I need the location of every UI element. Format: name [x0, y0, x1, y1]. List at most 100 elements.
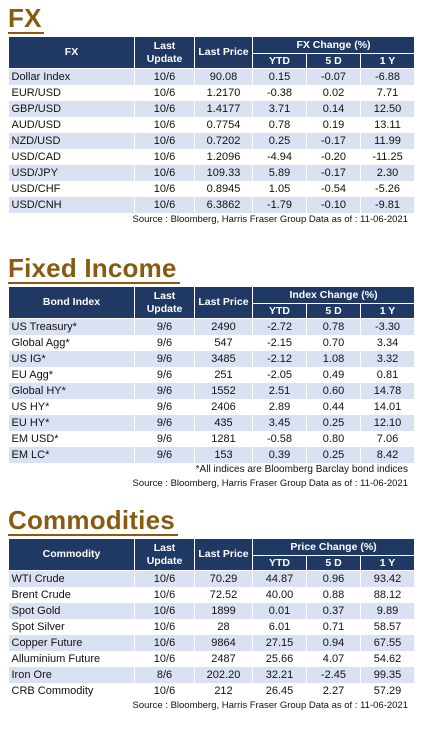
fx-header-last-update: Last Update	[134, 36, 195, 69]
cell-name: USD/CAD	[8, 149, 135, 165]
cell-5d: 0.96	[306, 570, 361, 587]
fixed-income-header-name: Bond Index	[8, 286, 135, 319]
cell-name: US Treasury*	[8, 318, 135, 335]
cell-name: Iron Ore	[8, 667, 135, 683]
fixed-income-table-row: EU HY* 9/6 435 3.45 0.25 12.10	[8, 415, 416, 431]
cell-5d: 0.02	[306, 85, 361, 101]
commodities-header-5d: 5 D	[306, 555, 361, 571]
cell-last-price: 1.2170	[194, 85, 253, 101]
commodities-header-ytd: YTD	[252, 555, 307, 571]
cell-last-update: 10/6	[134, 197, 195, 213]
cell-name: NZD/USD	[8, 133, 135, 149]
cell-last-update: 10/6	[134, 181, 195, 197]
cell-ytd: 40.00	[252, 587, 307, 603]
cell-5d: 0.25	[306, 447, 361, 463]
cell-name: Spot Silver	[8, 619, 135, 635]
cell-ytd: -2.15	[252, 335, 307, 351]
commodities-table-row: Spot Gold 10/6 1899 0.01 0.37 9.89	[8, 603, 416, 619]
cell-last-update: 10/6	[134, 603, 195, 619]
cell-1y: 58.57	[360, 619, 416, 635]
cell-last-update: 10/6	[134, 117, 195, 133]
cell-last-price: 70.29	[194, 570, 253, 587]
cell-ytd: 0.15	[252, 68, 307, 85]
cell-5d: -0.17	[306, 133, 361, 149]
cell-last-price: 202.20	[194, 667, 253, 683]
cell-1y: 3.32	[360, 351, 416, 367]
commodities-section: Commodities Commodity Last Update Last P…	[8, 505, 416, 712]
cell-5d: 4.07	[306, 651, 361, 667]
cell-name: WTI Crude	[8, 570, 135, 587]
fixed-income-title: Fixed Income	[8, 253, 414, 284]
commodities-table-row: Iron Ore 8/6 202.20 32.21 -2.45 99.35	[8, 667, 416, 683]
cell-last-price: 1281	[194, 431, 253, 447]
cell-5d: -0.07	[306, 68, 361, 85]
cell-ytd: -0.58	[252, 431, 307, 447]
cell-last-update: 10/6	[134, 133, 195, 149]
cell-5d: 0.37	[306, 603, 361, 619]
commodities-source: Source : Bloomberg, Harris Fraser Group …	[132, 700, 408, 711]
cell-last-price: 1.2096	[194, 149, 253, 165]
commodities-table-row: Spot Silver 10/6 28 6.01 0.71 58.57	[8, 619, 416, 635]
commodities-table-row: CRB Commodity 10/6 212 26.45 2.27 57.29	[8, 683, 416, 699]
cell-name: GBP/USD	[8, 101, 135, 117]
cell-1y: 0.81	[360, 367, 416, 383]
fixed-income-table-row: US Treasury* 9/6 2490 -2.72 0.78 -3.30	[8, 318, 416, 335]
cell-last-update: 10/6	[134, 587, 195, 603]
cell-name: US IG*	[8, 351, 135, 367]
fx-section: FX FX Last Update Last Price FX Change (…	[8, 3, 415, 226]
cell-5d: -0.54	[306, 181, 361, 197]
cell-ytd: -1.79	[252, 197, 307, 213]
cell-last-price: 28	[194, 619, 253, 635]
cell-1y: 14.78	[360, 383, 416, 399]
cell-ytd: 27.15	[252, 635, 307, 651]
commodities-title: Commodities	[8, 505, 414, 536]
fixed-income-section: Fixed Income Bond Index Last Update Last…	[8, 253, 416, 490]
cell-last-price: 2490	[194, 318, 253, 335]
cell-ytd: -4.94	[252, 149, 307, 165]
cell-1y: 67.55	[360, 635, 416, 651]
cell-name: Spot Gold	[8, 603, 135, 619]
cell-1y: 54.62	[360, 651, 416, 667]
cell-name: EM LC*	[8, 447, 135, 463]
cell-ytd: 2.51	[252, 383, 307, 399]
cell-name: Brent Crude	[8, 587, 135, 603]
commodities-header-last-update: Last Update	[134, 538, 195, 571]
fx-table-row: Dollar Index 10/6 90.08 0.15 -0.07 -6.88	[8, 68, 415, 85]
cell-last-update: 9/6	[134, 383, 195, 399]
cell-ytd: 0.01	[252, 603, 307, 619]
cell-last-update: 9/6	[134, 367, 195, 383]
cell-last-update: 10/6	[134, 651, 195, 667]
cell-last-price: 153	[194, 447, 253, 463]
cell-name: AUD/USD	[8, 117, 135, 133]
fx-table-row: EUR/USD 10/6 1.2170 -0.38 0.02 7.71	[8, 85, 415, 101]
cell-1y: 2.30	[360, 165, 415, 181]
fx-header-5d: 5 D	[306, 53, 361, 69]
cell-5d: 0.14	[306, 101, 361, 117]
fx-table-row: AUD/USD 10/6 0.7754 0.78 0.19 13.11	[8, 117, 415, 133]
cell-last-update: 9/6	[134, 447, 195, 463]
cell-5d: 0.49	[306, 367, 361, 383]
cell-5d: 0.70	[306, 335, 361, 351]
commodities-table-row: Brent Crude 10/6 72.52 40.00 0.88 88.12	[8, 587, 416, 603]
cell-last-update: 10/6	[134, 165, 195, 181]
cell-5d: 0.19	[306, 117, 361, 133]
fixed-income-source: Source : Bloomberg, Harris Fraser Group …	[132, 478, 408, 489]
cell-ytd: 26.45	[252, 683, 307, 699]
cell-last-price: 72.52	[194, 587, 253, 603]
fx-table-row: USD/CNH 10/6 6.3862 -1.79 -0.10 -9.81	[8, 197, 415, 213]
fx-header-group: FX Change (%)	[252, 36, 415, 54]
cell-1y: 13.11	[360, 117, 415, 133]
fixed-income-note: *All indices are Bloomberg Barclay bond …	[195, 464, 408, 475]
cell-1y: -6.88	[360, 68, 415, 85]
cell-5d: 0.25	[306, 415, 361, 431]
cell-last-price: 90.08	[194, 68, 253, 85]
cell-name: Alluminium Future	[8, 651, 135, 667]
fx-table-row: USD/JPY 10/6 109.33 5.89 -0.17 2.30	[8, 165, 415, 181]
cell-last-price: 1899	[194, 603, 253, 619]
cell-1y: -11.25	[360, 149, 415, 165]
cell-last-update: 10/6	[134, 570, 195, 587]
fx-source: Source : Bloomberg, Harris Fraser Group …	[132, 214, 408, 225]
cell-5d: 0.44	[306, 399, 361, 415]
cell-last-price: 0.8945	[194, 181, 253, 197]
cell-ytd: 6.01	[252, 619, 307, 635]
